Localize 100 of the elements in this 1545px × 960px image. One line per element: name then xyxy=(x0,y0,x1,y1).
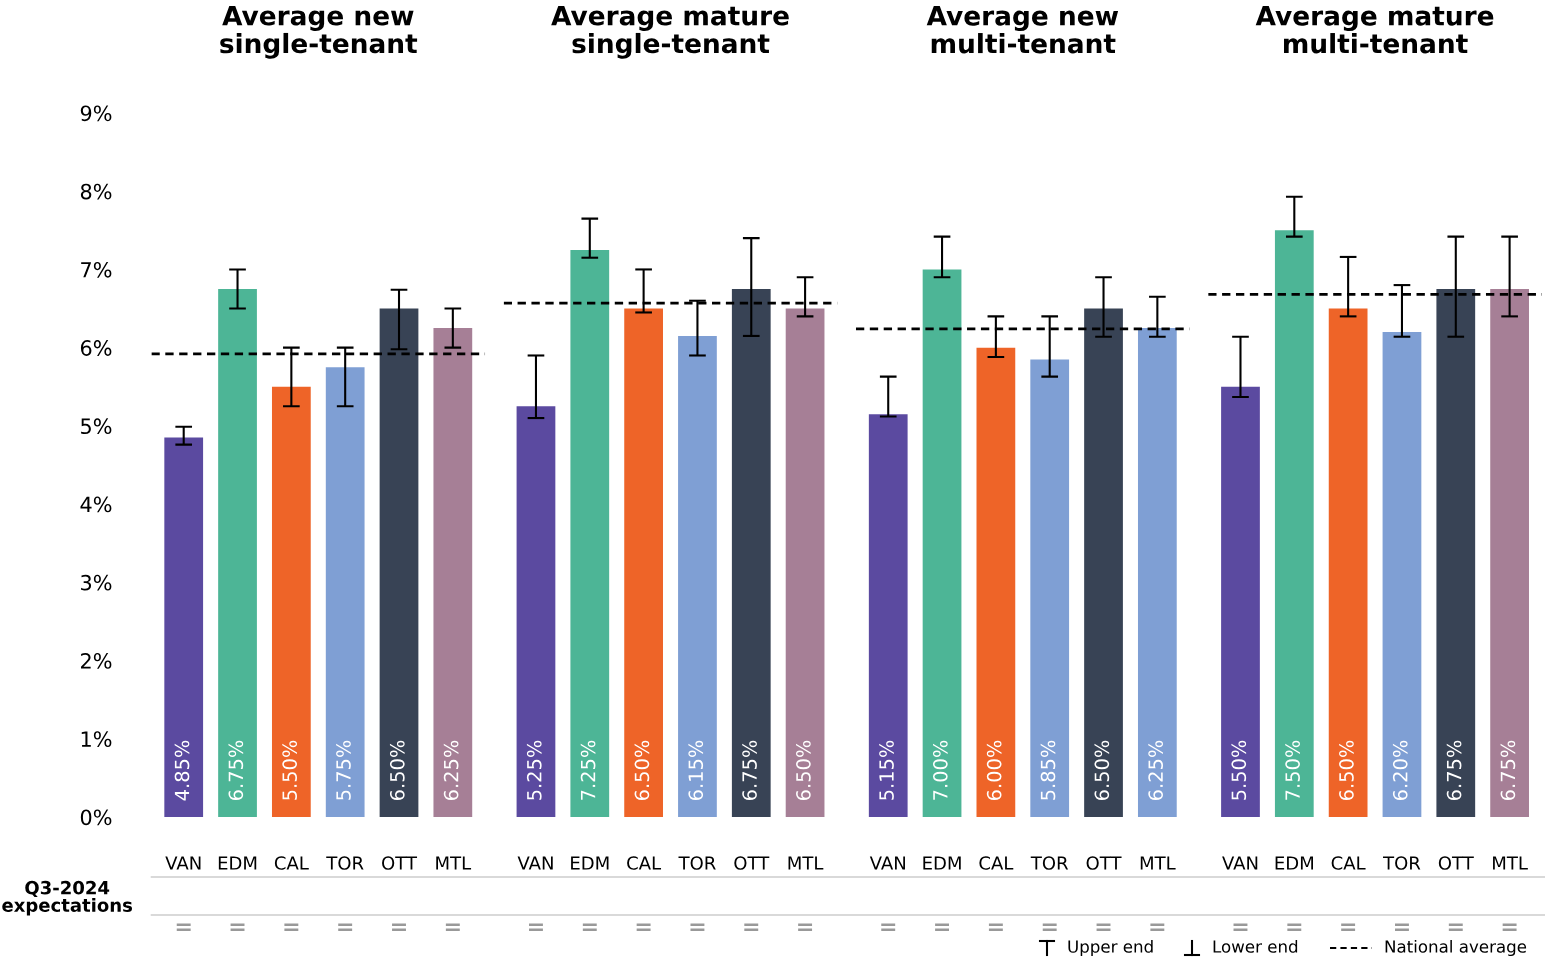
data-label: 5.85% xyxy=(1040,740,1056,800)
text: = xyxy=(1287,923,1302,932)
x-tick-label: TOR xyxy=(1383,856,1421,870)
data-label: 6.50% xyxy=(634,740,650,800)
text: = xyxy=(988,923,1003,932)
text: = xyxy=(1395,923,1409,932)
y-tick-label: 4% xyxy=(80,496,112,513)
x-tick-label: CAL xyxy=(274,856,309,870)
text: = xyxy=(1150,923,1165,932)
bar xyxy=(379,308,419,817)
bar xyxy=(1328,308,1368,817)
y-tick-label: 3% xyxy=(81,574,112,591)
y-tick-label: 9% xyxy=(80,105,112,122)
bar xyxy=(1382,332,1422,817)
y-tick-label: 1% xyxy=(81,731,112,747)
text: = xyxy=(529,923,543,932)
text: = xyxy=(1502,923,1517,932)
x-tick-label: OTT xyxy=(382,856,418,870)
data-label: 5.15% xyxy=(879,740,894,800)
text: = xyxy=(284,923,299,932)
bar xyxy=(624,308,663,817)
x-tick-label: CAL xyxy=(1331,856,1366,870)
data-label: 6.20% xyxy=(1392,740,1408,800)
text: Upper end xyxy=(1068,939,1153,957)
text: = xyxy=(1233,923,1248,932)
data-label: 7.00% xyxy=(932,740,948,800)
y-tick-label: 8% xyxy=(80,183,112,200)
chart-title: Average new multi-tenant xyxy=(926,6,1119,54)
x-tick-label: MTL xyxy=(1493,856,1528,870)
data-label: 6.00% xyxy=(986,740,1002,800)
data-label: 6.15% xyxy=(688,740,704,800)
data-label: 6.75% xyxy=(1500,740,1516,800)
text: = xyxy=(392,923,406,932)
data-label: 5.50% xyxy=(282,740,297,800)
x-tick-label: OTT xyxy=(1438,856,1474,870)
text: = xyxy=(744,923,759,932)
x-tick-label: EDM xyxy=(1275,856,1313,870)
data-label: 5.25% xyxy=(526,740,542,800)
y-tick-label: 5% xyxy=(81,418,112,435)
bar xyxy=(1084,308,1123,817)
bar xyxy=(868,414,908,817)
bar xyxy=(678,335,717,817)
data-label: 6.50% xyxy=(1339,740,1354,800)
x-tick-label: EDM xyxy=(218,856,257,870)
x-tick-label: EDM xyxy=(923,856,961,870)
bar xyxy=(785,308,825,817)
chart-title: Average mature multi-tenant xyxy=(1255,6,1494,54)
data-label: 6.25% xyxy=(1148,740,1163,800)
x-tick-label: TOR xyxy=(1030,856,1069,870)
x-tick-label: TOR xyxy=(678,856,716,870)
bar xyxy=(271,386,311,817)
bar xyxy=(1274,230,1314,817)
y-tick-label: 7% xyxy=(81,261,112,278)
data-label: 6.50% xyxy=(796,740,811,800)
data-label: 6.75% xyxy=(1446,740,1462,800)
x-tick-label: OTT xyxy=(1086,856,1122,870)
bar xyxy=(1030,359,1070,817)
bar xyxy=(1436,289,1476,817)
x-tick-label: VAN xyxy=(517,856,553,870)
bar xyxy=(325,367,365,817)
data-label: 6.75% xyxy=(228,740,244,800)
text: = xyxy=(445,923,460,932)
data-label: 6.50% xyxy=(389,740,405,800)
text: = xyxy=(1096,923,1111,932)
chart-title: Average new single-tenant xyxy=(220,6,418,59)
chart-title: Average mature single-tenant xyxy=(551,6,789,59)
text: = xyxy=(881,923,896,932)
x-tick-label: OTT xyxy=(734,856,770,870)
text: Q3-2024 expectations xyxy=(2,880,133,916)
text: = xyxy=(1042,923,1057,932)
bar xyxy=(731,289,771,817)
text: = xyxy=(230,923,245,932)
x-tick-label: VAN xyxy=(1222,856,1258,870)
bar xyxy=(1137,328,1177,817)
data-label: 7.50% xyxy=(1285,740,1300,800)
data-label: 4.85% xyxy=(174,740,190,801)
text: = xyxy=(935,923,949,932)
text: = xyxy=(798,923,813,932)
y-tick-label: 2% xyxy=(81,653,112,669)
x-tick-label: MTL xyxy=(788,856,824,870)
bar xyxy=(976,347,1016,817)
legend-label: National average xyxy=(1385,939,1527,957)
bar xyxy=(922,269,962,817)
x-tick-label: MTL xyxy=(1140,856,1176,870)
y-tick-label: 6% xyxy=(80,340,112,356)
bar xyxy=(516,406,556,817)
text: = xyxy=(636,923,651,932)
x-tick-label: VAN xyxy=(869,856,905,870)
x-tick-label: EDM xyxy=(571,856,609,870)
x-tick-label: MTL xyxy=(436,856,472,870)
text: = xyxy=(176,923,191,932)
x-tick-label: CAL xyxy=(627,856,662,870)
text: = xyxy=(582,923,597,932)
x-tick-label: CAL xyxy=(979,856,1014,870)
bar xyxy=(433,328,473,817)
data-label: 6.50% xyxy=(1094,740,1110,800)
x-tick-label: TOR xyxy=(326,856,364,870)
data-label: 5.75% xyxy=(336,740,351,800)
data-label: 6.25% xyxy=(443,740,459,800)
y-tick-label: 0% xyxy=(80,809,112,826)
